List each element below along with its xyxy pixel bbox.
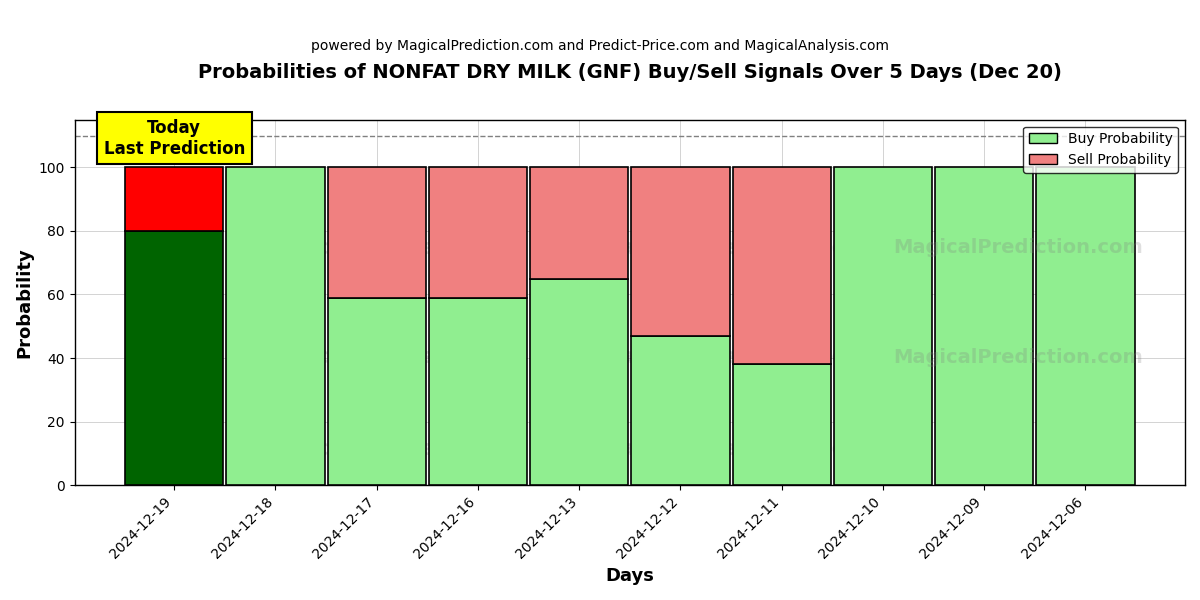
- Text: powered by MagicalPrediction.com and Predict-Price.com and MagicalAnalysis.com: powered by MagicalPrediction.com and Pre…: [311, 39, 889, 53]
- Text: MagicalPrediction.com: MagicalPrediction.com: [598, 347, 883, 367]
- Bar: [834, 167, 932, 485]
- Text: MagicalPrediction.com: MagicalPrediction.com: [894, 348, 1144, 367]
- Legend: Buy Probability, Sell Probability: Buy Probability, Sell Probability: [1024, 127, 1178, 173]
- Y-axis label: Probability: Probability: [16, 247, 34, 358]
- Bar: [732, 364, 830, 485]
- Text: MagicalPrediction.com: MagicalPrediction.com: [894, 238, 1144, 257]
- Title: Probabilities of NONFAT DRY MILK (GNF) Buy/Sell Signals Over 5 Days (Dec 20): Probabilities of NONFAT DRY MILK (GNF) B…: [198, 63, 1062, 82]
- X-axis label: Days: Days: [605, 567, 654, 585]
- Text: MagicalAnalysis.com: MagicalAnalysis.com: [254, 238, 516, 257]
- Bar: [428, 298, 527, 485]
- Text: Today
Last Prediction: Today Last Prediction: [103, 119, 245, 158]
- Text: MagicalPrediction.com: MagicalPrediction.com: [598, 238, 883, 257]
- Bar: [530, 167, 629, 278]
- Bar: [1037, 167, 1134, 485]
- Bar: [125, 167, 223, 231]
- Bar: [631, 167, 730, 336]
- Text: MagicalAnalysis.com: MagicalAnalysis.com: [254, 439, 516, 458]
- Bar: [935, 167, 1033, 485]
- Bar: [530, 278, 629, 485]
- Bar: [732, 167, 830, 364]
- Bar: [328, 298, 426, 485]
- Bar: [125, 231, 223, 485]
- Text: MagicalPrediction.com: MagicalPrediction.com: [598, 439, 883, 458]
- Bar: [227, 167, 324, 485]
- Bar: [631, 336, 730, 485]
- Bar: [428, 167, 527, 298]
- Bar: [328, 167, 426, 298]
- Text: MagicalAnalysis.com: MagicalAnalysis.com: [254, 347, 516, 367]
